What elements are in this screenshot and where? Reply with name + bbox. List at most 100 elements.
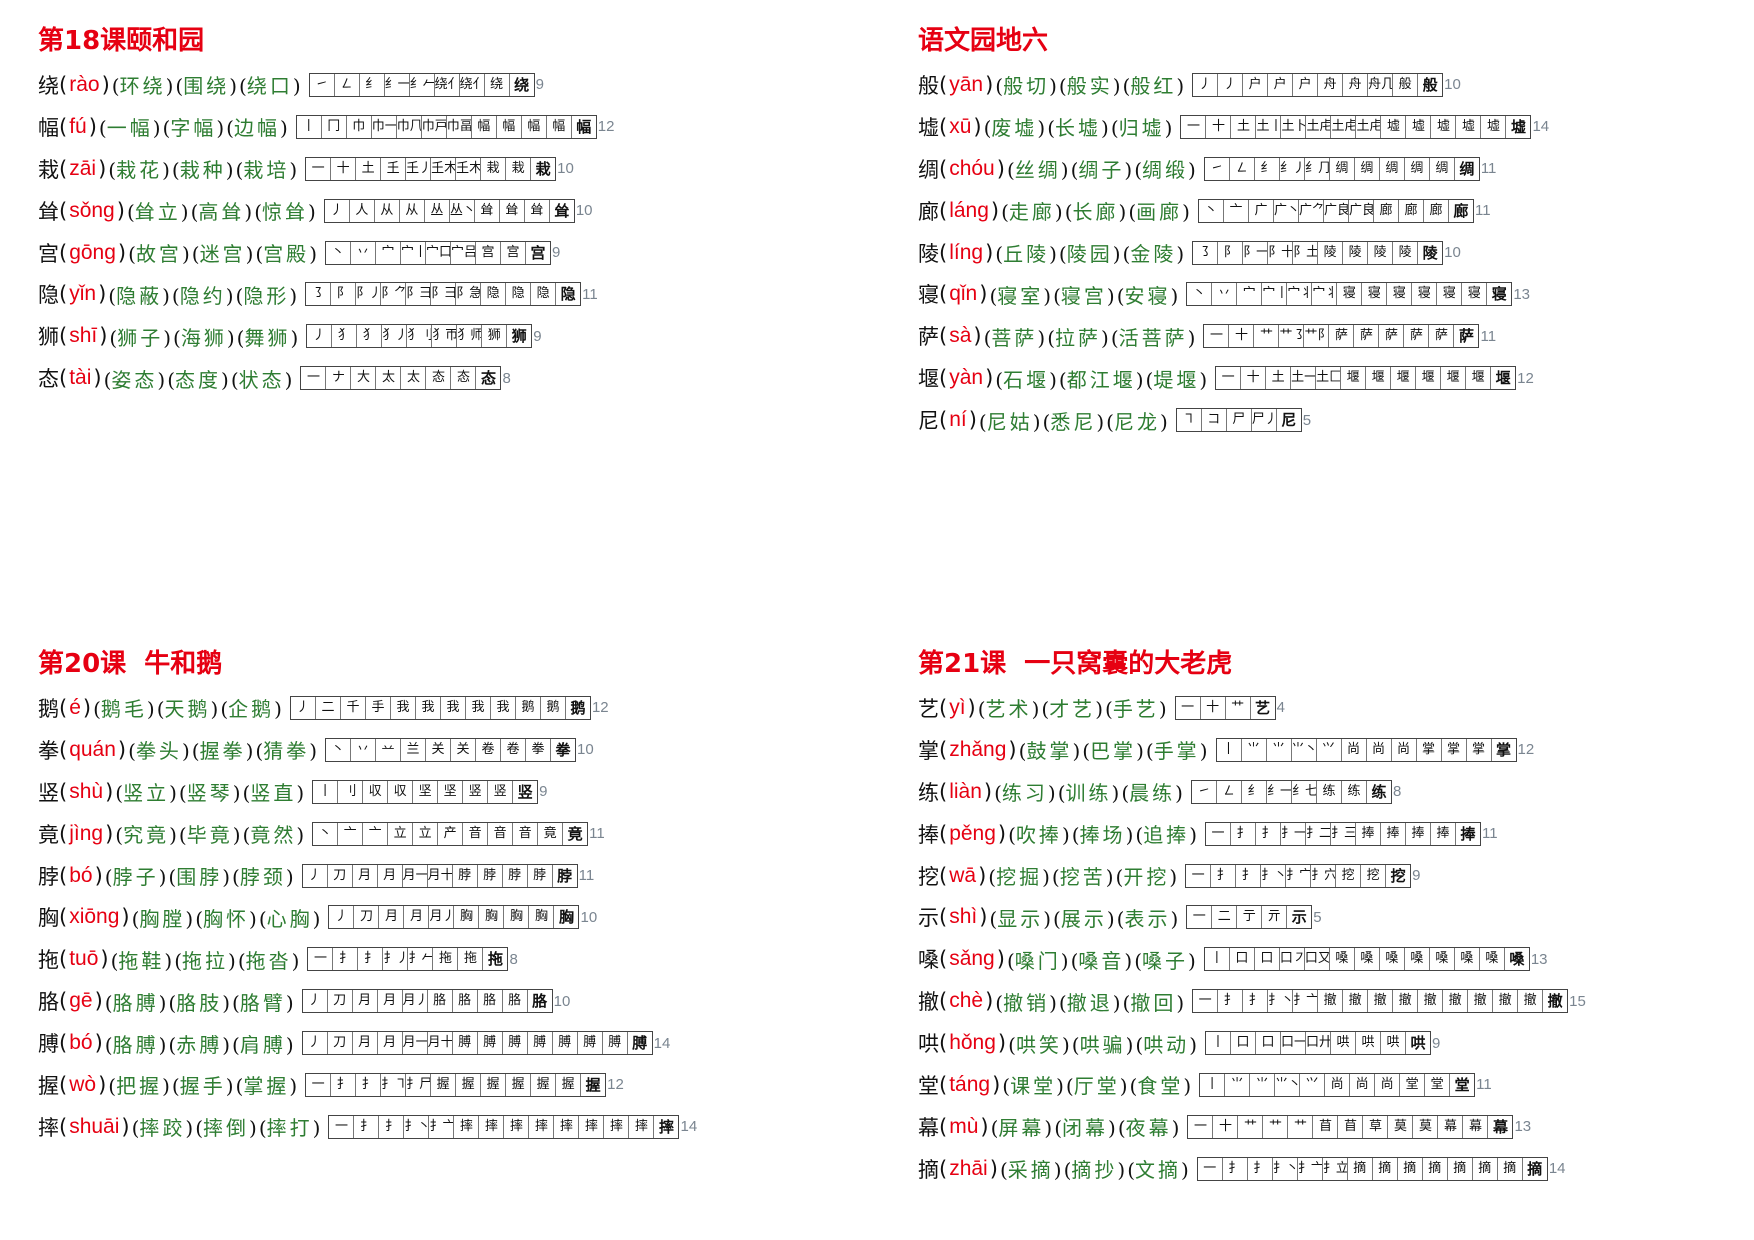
stroke-step: 嗓 bbox=[1405, 948, 1430, 971]
example-word: (悉尼) bbox=[1043, 406, 1105, 435]
close-paren: ) bbox=[1106, 906, 1115, 931]
open-paren: ( bbox=[110, 948, 119, 973]
stroke-step: 户 bbox=[1293, 73, 1319, 96]
example-word: (丝绸) bbox=[1007, 154, 1069, 183]
open-paren: ( bbox=[237, 948, 246, 973]
stroke-step: 扌 bbox=[1248, 1157, 1273, 1180]
example-word: (栽培) bbox=[236, 154, 298, 183]
close-paren: ) bbox=[312, 1116, 321, 1141]
example-word: (摔倒) bbox=[195, 1112, 257, 1141]
stroke-step: 鹅 bbox=[516, 696, 541, 719]
open-paren: ( bbox=[1145, 739, 1154, 764]
example-word: (惊耸) bbox=[254, 196, 316, 225]
stroke-order-grid: 一扌扌扌一 扌二 扌三捧捧捧捧捧 bbox=[1205, 821, 1481, 846]
example-word: (海狮) bbox=[173, 322, 235, 351]
stroke-order-grid: 一二亍亓示 bbox=[1186, 905, 1313, 930]
stroke-step: ㇀ bbox=[1192, 780, 1217, 803]
close-paren: ) bbox=[221, 367, 229, 392]
example-word-text: 画廊 bbox=[1136, 200, 1183, 225]
example-word-text: 长廊 bbox=[1072, 200, 1119, 225]
close-paren: ) bbox=[989, 1156, 998, 1181]
example-word-text: 手掌 bbox=[1153, 739, 1200, 764]
close-paren: ) bbox=[296, 781, 305, 806]
stroke-step: 宀丬 bbox=[1287, 283, 1313, 306]
stroke-order-grid: 一扌扌扌丶 扌宀 扌穴挖挖挖 bbox=[1185, 863, 1412, 888]
close-paren: ) bbox=[1199, 739, 1208, 764]
character-row: 膊(bó) (胳膊) (赤膊) (肩膊) 丿刀月月月一 月十膊膊膊膊膊膊膊膊 14 bbox=[38, 1022, 878, 1064]
example-word-text: 栽种 bbox=[179, 158, 226, 183]
example-word-text: 绸缎 bbox=[1142, 158, 1189, 183]
example-word: (狮子) bbox=[109, 322, 171, 351]
stroke-order-grid: 丨口口口㇇ 口又嗓嗓嗓嗓嗓嗓嗓嗓 bbox=[1203, 947, 1530, 972]
stroke-order-grid: ㇀㇜纟纟一 纟七练练练 bbox=[1190, 779, 1392, 804]
stroke-step: 握 bbox=[456, 1073, 482, 1096]
example-word-text: 菩萨 bbox=[991, 325, 1038, 350]
word-list: (撤销) (撤退) (撤回) bbox=[995, 987, 1186, 1016]
hanzi-character: 艺 bbox=[918, 696, 939, 721]
stroke-step: 一 bbox=[1193, 990, 1219, 1013]
stroke-count: 14 bbox=[1548, 1160, 1566, 1178]
stroke-step: 口一 bbox=[1281, 1032, 1306, 1055]
example-word-text: 摔打 bbox=[266, 1116, 313, 1141]
example-word-text: 赤膊 bbox=[176, 1032, 223, 1057]
stroke-step: 捧 bbox=[1381, 822, 1406, 845]
stroke-step: 我 bbox=[441, 696, 466, 719]
stroke-step: 摘 bbox=[1423, 1157, 1448, 1180]
open-paren: ( bbox=[1058, 74, 1067, 99]
stroke-step: 撤 bbox=[1547, 992, 1563, 1011]
stroke-step: 扌 bbox=[331, 1073, 357, 1096]
stroke-step: ⺍ bbox=[1300, 1073, 1326, 1096]
example-word: (般实) bbox=[1059, 70, 1121, 99]
stroke-step: 堰 bbox=[1341, 367, 1367, 390]
stroke-step: 握 bbox=[556, 1073, 582, 1096]
example-word-text: 把握 bbox=[116, 1074, 163, 1099]
stroke-step: 一 bbox=[329, 1115, 355, 1138]
stroke-step: 我 bbox=[491, 696, 516, 719]
character-row: 挖(wā) (挖掘) (挖苦) (开挖) 一扌扌扌丶 扌宀 扌穴挖挖挖 9 bbox=[918, 855, 1754, 897]
stroke-step: 扌丶 bbox=[1261, 864, 1287, 887]
example-word: (栽种) bbox=[172, 154, 234, 183]
open-paren: ( bbox=[1042, 409, 1051, 434]
stroke-step: 堰 bbox=[1366, 367, 1392, 390]
close-paren: ) bbox=[997, 821, 1007, 846]
close-paren: ) bbox=[245, 242, 254, 266]
hanzi-character: 示 bbox=[918, 906, 939, 931]
stroke-step: 脖 bbox=[557, 866, 573, 885]
close-paren: ) bbox=[1047, 781, 1056, 806]
example-word-text: 迷宫 bbox=[199, 242, 246, 266]
stroke-step: 刀 bbox=[328, 864, 353, 887]
example-word: (绕口) bbox=[239, 70, 301, 99]
pinyin: mù bbox=[949, 1114, 979, 1138]
close-paren: ) bbox=[165, 74, 174, 99]
example-word: (尼姑) bbox=[979, 406, 1041, 435]
open-paren: ( bbox=[939, 737, 948, 762]
stroke-count: 11 bbox=[1480, 160, 1497, 178]
open-paren: ( bbox=[230, 367, 239, 392]
stroke-step: 丷 bbox=[1212, 283, 1238, 306]
open-paren: ( bbox=[191, 739, 200, 764]
close-paren: ) bbox=[1189, 823, 1197, 848]
stroke-step: 二 bbox=[1212, 906, 1238, 929]
example-word: (追捧) bbox=[1135, 819, 1197, 848]
close-paren: ) bbox=[158, 865, 167, 889]
stroke-step: 一 bbox=[306, 1073, 332, 1096]
example-word: (菩萨) bbox=[984, 322, 1046, 351]
stroke-step: 月十 bbox=[428, 1032, 453, 1055]
close-paren: ) bbox=[117, 737, 127, 762]
stroke-step: 耸 bbox=[475, 199, 500, 222]
example-word: (吹捧) bbox=[1008, 819, 1070, 848]
close-paren: ) bbox=[146, 697, 155, 722]
stroke-step: 立 bbox=[413, 822, 439, 845]
character-row: 隐(yǐn) (隐蔽) (隐约) (隐形) ㇌阝阝丿 阝⺈ 阝⺕ 阝⺕ 阝急隐隐隐隐 11 bbox=[38, 273, 878, 315]
stroke-step: 土虍 bbox=[1306, 115, 1332, 138]
close-paren: ) bbox=[1049, 242, 1057, 266]
word-list: (摔跤) (摔倒) (摔打) bbox=[132, 1112, 323, 1141]
word-list: (嗓门) (嗓音) (嗓子) bbox=[1007, 945, 1198, 974]
word-list: (吹捧) (捧场) (追捧) bbox=[1008, 819, 1199, 848]
open-paren: ( bbox=[1041, 697, 1050, 722]
close-paren: ) bbox=[289, 158, 298, 183]
pinyin: ní bbox=[949, 408, 967, 432]
close-paren: ) bbox=[232, 823, 241, 848]
stroke-step: 丿 bbox=[1193, 73, 1219, 96]
example-word-text: 边幅 bbox=[233, 116, 280, 141]
